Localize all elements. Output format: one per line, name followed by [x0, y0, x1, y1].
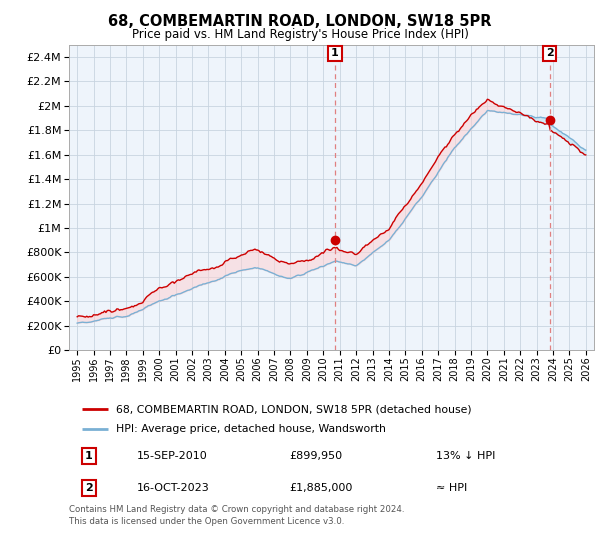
Text: 1: 1: [331, 48, 339, 58]
Text: £899,950: £899,950: [290, 451, 343, 461]
Text: 1: 1: [85, 451, 93, 461]
Text: 2: 2: [85, 483, 93, 493]
Text: Price paid vs. HM Land Registry's House Price Index (HPI): Price paid vs. HM Land Registry's House …: [131, 28, 469, 41]
Text: 13% ↓ HPI: 13% ↓ HPI: [437, 451, 496, 461]
Text: Contains HM Land Registry data © Crown copyright and database right 2024.
This d: Contains HM Land Registry data © Crown c…: [69, 505, 404, 526]
Text: 16-OCT-2023: 16-OCT-2023: [137, 483, 210, 493]
Text: ≈ HPI: ≈ HPI: [437, 483, 468, 493]
Text: 2: 2: [545, 48, 553, 58]
Text: HPI: Average price, detached house, Wandsworth: HPI: Average price, detached house, Wand…: [116, 424, 386, 434]
Text: 68, COMBEMARTIN ROAD, LONDON, SW18 5PR: 68, COMBEMARTIN ROAD, LONDON, SW18 5PR: [108, 14, 492, 29]
Text: 68, COMBEMARTIN ROAD, LONDON, SW18 5PR (detached house): 68, COMBEMARTIN ROAD, LONDON, SW18 5PR (…: [116, 404, 472, 414]
Text: £1,885,000: £1,885,000: [290, 483, 353, 493]
Text: 15-SEP-2010: 15-SEP-2010: [137, 451, 208, 461]
